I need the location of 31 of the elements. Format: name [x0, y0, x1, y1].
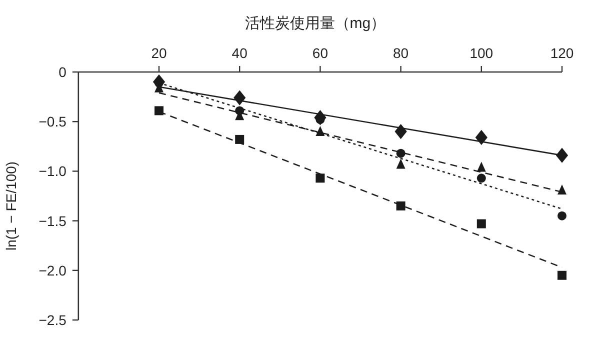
y-tick-label: 0: [58, 64, 67, 80]
y-tick-label: −1.5: [38, 212, 67, 229]
x-axis-title: 活性炭使用量（mg）: [244, 15, 386, 32]
y-axis-title: ln(1 − FE/100): [3, 161, 19, 251]
x-tick-label: 100: [470, 45, 494, 61]
x-tick-label: 40: [232, 45, 248, 61]
point: [558, 211, 566, 220]
point: [396, 158, 406, 169]
x-tick-label: 80: [393, 45, 409, 61]
point: [396, 148, 406, 158]
point: [556, 148, 568, 163]
point: [558, 184, 566, 195]
point: [234, 90, 246, 106]
y-tick-label: −2.5: [38, 312, 67, 328]
point: [396, 201, 406, 210]
y-tick-label: −2.0: [38, 262, 67, 278]
y-tick-label: −1.0: [38, 163, 67, 180]
y-tick-label: −0.5: [38, 114, 67, 130]
point: [476, 174, 486, 183]
point: [394, 124, 407, 140]
point: [476, 162, 486, 172]
point: [476, 219, 486, 228]
x-tick-label: 20: [151, 45, 167, 61]
point: [316, 126, 325, 136]
x-tick-label: 60: [312, 45, 328, 61]
point: [475, 130, 488, 146]
point: [558, 270, 566, 280]
x-tick-label: 120: [550, 45, 574, 61]
point: [316, 174, 325, 183]
point: [235, 134, 244, 144]
point: [154, 106, 164, 116]
